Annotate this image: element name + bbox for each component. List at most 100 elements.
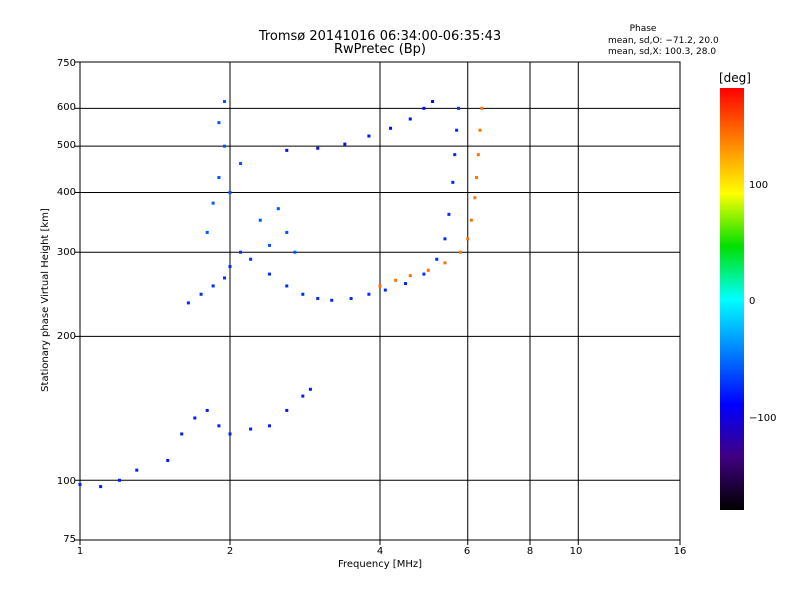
echo-point [426, 268, 430, 272]
echo-point [258, 218, 262, 222]
echo-point [166, 458, 170, 462]
echo-point [267, 424, 271, 428]
y-tick-label: 400 [57, 187, 76, 198]
echo-point [285, 408, 289, 412]
echo-point [301, 292, 305, 296]
echo-point [475, 175, 479, 179]
echo-point [466, 237, 470, 241]
x-tick-label: 8 [527, 546, 533, 557]
echo-point [394, 278, 398, 282]
echo-point [349, 297, 353, 301]
echo-point [186, 301, 190, 305]
echo-point [408, 117, 412, 121]
echo-point [117, 478, 121, 482]
chart-subtitle: RwPretec (Bp) [334, 42, 426, 57]
echo-point [205, 230, 209, 234]
chart-title: Tromsø 20141016 06:34:00-06:35:43 [258, 29, 501, 44]
echo-point [249, 257, 253, 261]
echo-point [443, 261, 447, 265]
echo-point [193, 416, 197, 420]
echo-point [422, 272, 426, 276]
echo-point [478, 128, 482, 132]
x-tick-label: 10 [570, 546, 583, 557]
x-axis-ticks: 1 2 4 6 8 10 16 [77, 546, 687, 557]
echo-point [422, 106, 426, 110]
echo-point [316, 146, 320, 150]
echo-point [267, 243, 271, 247]
echo-point [228, 265, 232, 269]
y-axis-ticks: 75 100 200 300 400 500 600 750 [57, 58, 76, 545]
x-tick-label: 2 [227, 546, 233, 557]
echo-point [285, 284, 289, 288]
echo-point [217, 175, 221, 179]
y-tick-label: 100 [57, 476, 76, 487]
echo-point [239, 161, 243, 165]
phase-stats-x-mode: mean, sd,X: 100.3, 28.0 [608, 47, 716, 57]
y-axis-label: Stationary phase Virtual Height [km] [40, 208, 51, 392]
echo-point [276, 207, 280, 211]
colorbar-label: [deg] [719, 71, 751, 85]
colorbar-tick-label: 100 [749, 180, 768, 191]
echo-point [285, 148, 289, 152]
echo-point [223, 276, 227, 280]
echo-point [455, 128, 459, 132]
echo-point [228, 190, 232, 194]
echo-point [447, 212, 451, 216]
echo-point [343, 142, 347, 146]
echo-point [135, 468, 139, 472]
colorbar: [deg] 100 0 −100 [719, 71, 776, 510]
y-tick-label: 600 [57, 102, 76, 113]
echo-point [285, 230, 289, 234]
y-tick-label: 500 [57, 140, 76, 151]
echo-point [330, 298, 334, 302]
echo-point [239, 250, 243, 254]
echo-point [205, 408, 209, 412]
echo-point [403, 282, 407, 286]
echo-point [249, 427, 253, 431]
echo-point [367, 134, 371, 138]
echo-point [480, 106, 484, 110]
y-tick-label: 75 [63, 534, 76, 545]
echo-point [223, 100, 227, 104]
echo-point [469, 218, 473, 222]
echo-point [211, 201, 215, 205]
echo-point [383, 288, 387, 292]
echo-point [223, 144, 227, 148]
echo-point [389, 126, 393, 130]
echo-point [293, 250, 297, 254]
plot-area [75, 61, 681, 545]
y-tick-label: 200 [57, 331, 76, 342]
echo-point [308, 387, 312, 391]
echo-point [451, 180, 455, 184]
echo-point [217, 121, 221, 125]
y-tick-label: 750 [57, 58, 76, 69]
echo-point [78, 482, 82, 486]
x-tick-label: 1 [77, 546, 83, 557]
echo-point [316, 297, 320, 301]
echo-point [378, 284, 382, 288]
echo-point [211, 284, 215, 288]
echo-point [217, 424, 221, 428]
echo-point [457, 106, 461, 110]
echo-point [228, 432, 232, 436]
x-tick-label: 4 [377, 546, 383, 557]
echo-point [458, 250, 462, 254]
echo-point [267, 272, 271, 276]
phase-stats-block: Phase mean, sd,O: −71.2, 20.0 mean, sd,X… [608, 24, 719, 57]
echo-point [443, 237, 447, 241]
echo-point [476, 153, 480, 157]
echo-point [367, 292, 371, 296]
echo-point [453, 153, 457, 157]
x-axis-label: Frequency [MHz] [338, 559, 422, 570]
colorbar-gradient [720, 88, 744, 510]
colorbar-tick-label: 0 [749, 296, 755, 307]
echo-point [99, 485, 103, 489]
x-tick-label: 6 [464, 546, 470, 557]
echo-point [180, 432, 184, 436]
colorbar-tick-label: −100 [749, 413, 776, 424]
x-tick-label: 16 [674, 546, 687, 557]
echo-point [473, 196, 477, 200]
echo-point [435, 257, 439, 261]
phase-stats-heading: Phase [630, 24, 657, 34]
